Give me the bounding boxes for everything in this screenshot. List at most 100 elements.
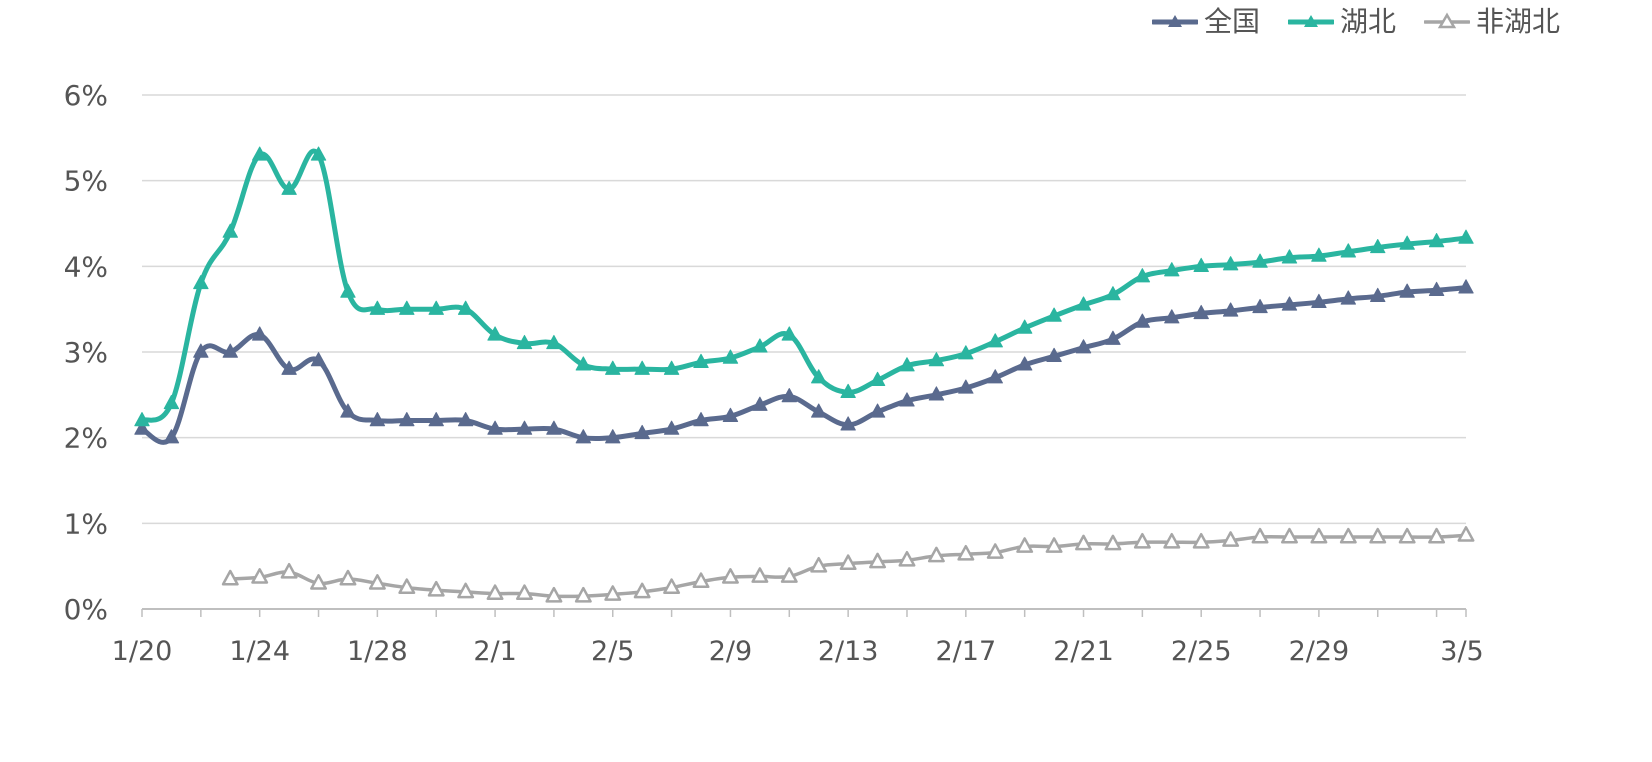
- legend-item-non-hubei[interactable]: 非湖北: [1424, 2, 1560, 42]
- data-point-non-hubei[interactable]: [751, 567, 769, 583]
- data-point-hubei[interactable]: [1252, 253, 1268, 268]
- data-point-hubei[interactable]: [1222, 256, 1239, 271]
- data-point-hubei[interactable]: [1046, 307, 1062, 322]
- data-point-national[interactable]: [605, 429, 621, 444]
- data-point-non-hubei[interactable]: [1251, 527, 1269, 544]
- data-point-national[interactable]: [134, 420, 150, 435]
- data-point-hubei[interactable]: [1458, 229, 1474, 244]
- data-point-non-hubei[interactable]: [780, 567, 798, 583]
- data-point-hubei[interactable]: [1134, 268, 1151, 283]
- data-point-hubei[interactable]: [1075, 296, 1092, 311]
- data-point-national[interactable]: [1075, 339, 1092, 354]
- data-point-non-hubei[interactable]: [545, 586, 563, 603]
- data-point-hubei[interactable]: [1164, 262, 1180, 277]
- data-point-non-hubei[interactable]: [1045, 537, 1063, 553]
- data-point-hubei[interactable]: [958, 345, 974, 360]
- data-point-hubei[interactable]: [487, 326, 503, 341]
- data-point-non-hubei[interactable]: [663, 578, 681, 595]
- data-point-hubei[interactable]: [193, 274, 209, 290]
- data-point-hubei[interactable]: [575, 356, 592, 371]
- data-point-national[interactable]: [369, 412, 386, 427]
- data-point-national[interactable]: [487, 420, 503, 435]
- data-point-hubei[interactable]: [428, 300, 444, 315]
- data-point-national[interactable]: [1311, 293, 1327, 309]
- data-point-non-hubei[interactable]: [251, 568, 269, 584]
- data-point-hubei[interactable]: [928, 352, 945, 367]
- data-point-hubei[interactable]: [869, 371, 886, 386]
- data-point-national[interactable]: [1340, 290, 1357, 305]
- data-point-hubei[interactable]: [634, 360, 650, 375]
- data-point-non-hubei[interactable]: [898, 550, 916, 567]
- data-point-national[interactable]: [1134, 313, 1151, 328]
- data-point-hubei[interactable]: [1370, 238, 1386, 254]
- data-point-non-hubei[interactable]: [927, 546, 945, 563]
- data-point-non-hubei[interactable]: [310, 574, 327, 590]
- data-point-hubei[interactable]: [752, 338, 768, 353]
- data-point-hubei[interactable]: [1340, 243, 1357, 258]
- data-point-non-hubei[interactable]: [692, 572, 710, 589]
- data-point-hubei[interactable]: [134, 412, 150, 427]
- data-point-hubei[interactable]: [1428, 232, 1445, 248]
- data-point-hubei[interactable]: [163, 394, 180, 410]
- data-point-national[interactable]: [281, 360, 297, 375]
- data-point-non-hubei[interactable]: [574, 586, 592, 603]
- data-point-national[interactable]: [987, 369, 1003, 384]
- data-point-national[interactable]: [781, 388, 797, 403]
- data-point-non-hubei[interactable]: [721, 568, 739, 584]
- data-point-non-hubei[interactable]: [1104, 534, 1122, 551]
- data-point-hubei[interactable]: [340, 283, 356, 298]
- data-point-hubei[interactable]: [987, 333, 1003, 348]
- data-point-hubei[interactable]: [840, 383, 856, 398]
- data-point-national[interactable]: [1016, 356, 1033, 371]
- legend-item-hubei[interactable]: 湖北: [1288, 2, 1396, 42]
- data-point-non-hubei[interactable]: [339, 569, 357, 586]
- data-point-national[interactable]: [163, 429, 180, 444]
- data-point-national[interactable]: [1281, 296, 1298, 311]
- data-point-national[interactable]: [1193, 304, 1209, 320]
- data-point-non-hubei[interactable]: [1075, 534, 1092, 551]
- data-point-hubei[interactable]: [1105, 286, 1121, 301]
- legend-item-national[interactable]: 全国: [1152, 2, 1260, 42]
- data-point-non-hubei[interactable]: [1222, 531, 1240, 547]
- data-point-hubei[interactable]: [693, 353, 709, 368]
- data-point-hubei[interactable]: [605, 360, 621, 375]
- data-point-non-hubei[interactable]: [1310, 527, 1328, 544]
- data-point-non-hubei[interactable]: [1369, 527, 1387, 544]
- data-point-hubei[interactable]: [1399, 235, 1415, 250]
- data-point-non-hubei[interactable]: [957, 544, 975, 561]
- data-point-national[interactable]: [1222, 302, 1239, 317]
- data-point-hubei[interactable]: [222, 223, 238, 238]
- data-point-hubei[interactable]: [369, 300, 386, 315]
- data-point-national[interactable]: [428, 412, 444, 427]
- data-point-non-hubei[interactable]: [604, 585, 622, 601]
- data-point-hubei[interactable]: [310, 146, 327, 161]
- data-point-non-hubei[interactable]: [869, 552, 887, 569]
- data-point-national[interactable]: [310, 352, 327, 367]
- data-point-national[interactable]: [1046, 347, 1062, 362]
- data-point-non-hubei[interactable]: [810, 556, 828, 573]
- data-point-non-hubei[interactable]: [1428, 527, 1446, 544]
- data-point-national[interactable]: [869, 403, 886, 418]
- data-point-non-hubei[interactable]: [368, 574, 386, 590]
- data-point-national[interactable]: [1399, 283, 1415, 298]
- data-point-hubei[interactable]: [722, 349, 739, 364]
- data-point-national[interactable]: [222, 343, 238, 358]
- data-point-hubei[interactable]: [546, 334, 562, 350]
- data-point-hubei[interactable]: [399, 300, 415, 315]
- data-point-hubei[interactable]: [1193, 257, 1209, 273]
- data-point-hubei[interactable]: [663, 360, 680, 375]
- data-point-national[interactable]: [575, 429, 592, 444]
- data-point-non-hubei[interactable]: [427, 580, 445, 597]
- data-point-national[interactable]: [958, 379, 974, 394]
- data-point-hubei[interactable]: [1281, 249, 1298, 264]
- data-point-non-hubei[interactable]: [280, 562, 298, 579]
- data-point-national[interactable]: [1458, 279, 1474, 294]
- data-point-national[interactable]: [928, 386, 945, 401]
- data-point-national[interactable]: [1164, 309, 1180, 324]
- data-point-non-hubei[interactable]: [398, 578, 416, 595]
- data-point-non-hubei[interactable]: [633, 582, 651, 599]
- data-point-national[interactable]: [663, 420, 680, 435]
- data-point-hubei[interactable]: [811, 369, 827, 384]
- data-point-national[interactable]: [340, 403, 356, 418]
- data-point-national[interactable]: [1428, 281, 1445, 297]
